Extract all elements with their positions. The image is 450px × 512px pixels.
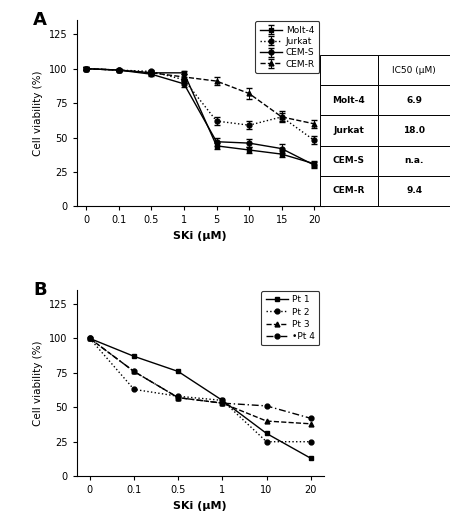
Y-axis label: Cell viability (%): Cell viability (%)	[33, 340, 43, 426]
Pt 1	[131, 353, 137, 359]
Pt 1	[264, 431, 269, 437]
Pt 1	[176, 368, 181, 374]
Pt 1	[87, 335, 92, 342]
Pt 3	[176, 395, 181, 401]
Pt 2	[87, 335, 92, 342]
X-axis label: SKi (μM): SKi (μM)	[173, 501, 227, 511]
Pt 3	[308, 421, 314, 427]
•Pt 4	[131, 368, 137, 374]
Legend: Molt-4, Jurkat, CEM-S, CEM-R: Molt-4, Jurkat, CEM-S, CEM-R	[255, 22, 320, 73]
•Pt 4	[176, 395, 181, 401]
Y-axis label: Cell viability (%): Cell viability (%)	[33, 71, 43, 156]
Pt 2	[220, 397, 225, 403]
Pt 3	[220, 400, 225, 406]
Text: B: B	[33, 281, 47, 299]
Pt 3	[131, 368, 137, 374]
Line: •Pt 4: •Pt 4	[87, 336, 313, 421]
Legend: Pt 1, Pt 2, Pt 3, •Pt 4: Pt 1, Pt 2, Pt 3, •Pt 4	[261, 291, 320, 346]
•Pt 4	[264, 403, 269, 409]
•Pt 4	[308, 415, 314, 421]
Pt 2	[264, 439, 269, 445]
•Pt 4	[220, 400, 225, 406]
Line: Pt 2: Pt 2	[87, 336, 313, 444]
X-axis label: SKi (μM): SKi (μM)	[173, 231, 227, 241]
•Pt 4	[87, 335, 92, 342]
Pt 2	[308, 439, 314, 445]
Pt 3	[87, 335, 92, 342]
Pt 2	[176, 393, 181, 399]
Pt 2	[131, 386, 137, 392]
Pt 3	[264, 418, 269, 424]
Pt 1	[308, 455, 314, 461]
Line: Pt 1: Pt 1	[87, 336, 313, 461]
Pt 1	[220, 397, 225, 403]
Line: Pt 3: Pt 3	[87, 336, 313, 426]
Text: A: A	[33, 11, 47, 29]
